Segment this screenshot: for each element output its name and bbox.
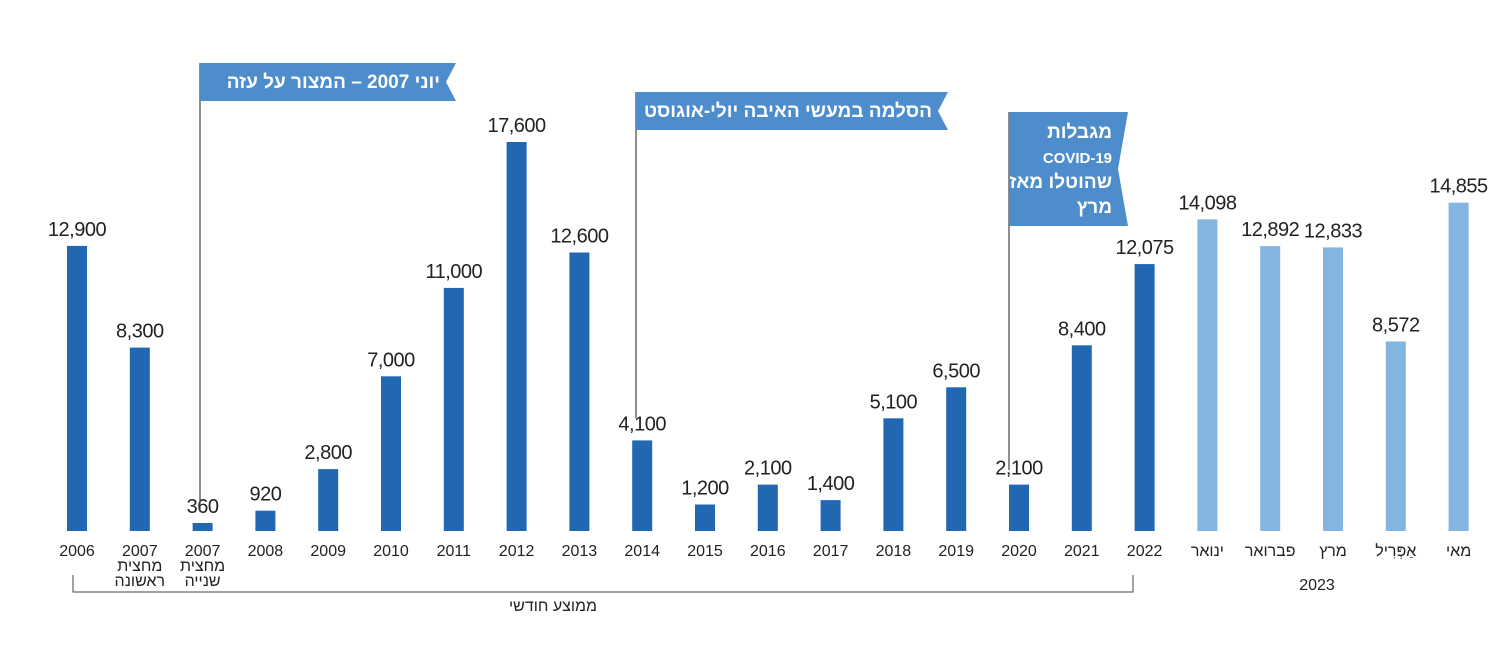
value-label-19: 12,892 xyxy=(1241,219,1300,241)
x-tick-label-13-0: 2018 xyxy=(876,543,912,560)
value-label-6: 11,000 xyxy=(425,261,482,283)
x-tick-label-16-0: 2021 xyxy=(1064,543,1100,560)
value-label-1: 8,300 xyxy=(116,321,164,343)
bar-21 xyxy=(1385,341,1406,531)
x-tick-label-17-0: 2022 xyxy=(1127,543,1163,560)
x-tick-label-14-0: 2019 xyxy=(938,543,974,560)
bar-19 xyxy=(1260,246,1281,531)
bar-16 xyxy=(1071,345,1092,531)
bar-5 xyxy=(381,376,401,531)
bar-12 xyxy=(820,500,841,531)
bar-18 xyxy=(1197,219,1218,531)
bar-13 xyxy=(883,418,904,531)
x-tick-label-0-0: 2006 xyxy=(59,543,95,560)
x-tick-label-18-0: ינואר xyxy=(1191,543,1224,560)
value-label-12: 1,400 xyxy=(807,473,855,495)
value-label-16: 8,400 xyxy=(1058,318,1106,340)
value-label-3: 920 xyxy=(249,484,281,506)
bar-1 xyxy=(129,347,150,531)
bar-2 xyxy=(192,523,213,531)
bar-20 xyxy=(1323,247,1343,531)
annotation-text-2-3: מרץ xyxy=(1077,197,1112,218)
annotation-text-2-1: COVID-19 xyxy=(1043,150,1112,167)
x-tick-label-6-0: 2011 xyxy=(437,543,472,560)
x-tick-label-15-0: 2020 xyxy=(1001,543,1037,560)
value-label-2: 360 xyxy=(187,496,219,518)
bar-10 xyxy=(695,504,715,531)
bracket-label: ממוצע חודשי xyxy=(509,598,597,615)
bars-layer xyxy=(67,142,1469,531)
value-label-14: 6,500 xyxy=(932,360,980,382)
annotation-text-2-2: שהוטלו מאז xyxy=(1009,172,1112,193)
x-tick-label-1-2: ראשונה xyxy=(115,573,165,590)
x-tick-label-21-0: אַפְּרִיל xyxy=(1375,542,1416,560)
value-label-11: 2,100 xyxy=(744,458,792,480)
x-tick-label-2-0: 2007 xyxy=(185,543,221,560)
bar-4 xyxy=(318,469,339,531)
x-tick-label-20-0: מרץ xyxy=(1319,543,1347,560)
bar-11 xyxy=(757,484,778,531)
value-label-8: 12,600 xyxy=(550,226,609,248)
annotation-text-1-0: הסלמה במעשי האיבה יולי-אוגוסט xyxy=(644,101,932,122)
value-label-17: 12,075 xyxy=(1116,237,1175,259)
value-label-21: 8,572 xyxy=(1372,315,1420,337)
x-tick-label-8-0: 2013 xyxy=(562,543,598,560)
annotation-text-0-0: יוני 2007 – המצור על עזה xyxy=(227,72,440,93)
average-bracket-line xyxy=(72,575,1134,593)
x-tick-label-5-0: 2010 xyxy=(373,543,409,560)
x-tick-label-1-1: מחצית xyxy=(117,558,162,575)
value-label-22: 14,855 xyxy=(1430,176,1489,198)
labels-layer: 12,90020068,3002007מחציתראשונה3602007מחצ… xyxy=(48,115,1489,590)
bar-7 xyxy=(506,142,527,531)
value-label-13: 5,100 xyxy=(870,391,918,413)
value-label-5: 7,000 xyxy=(367,349,415,371)
bar-6 xyxy=(443,287,464,531)
value-label-10: 1,200 xyxy=(681,478,729,500)
annotation-flag-2 xyxy=(1009,112,1128,226)
value-label-18: 14,098 xyxy=(1178,192,1237,214)
x-tick-label-2-2: שנייה xyxy=(185,573,221,590)
x-tick-label-9-0: 2014 xyxy=(624,543,660,560)
bar-3 xyxy=(255,510,276,531)
x-tick-label-10-0: 2015 xyxy=(687,543,723,560)
x-tick-label-7-0: 2012 xyxy=(499,543,535,560)
bar-17 xyxy=(1134,264,1155,531)
value-label-4: 2,800 xyxy=(304,442,352,464)
annotation-flag-1 xyxy=(636,92,948,130)
x-tick-label-3-0: 2008 xyxy=(248,543,284,560)
x-tick-label-12-0: 2017 xyxy=(813,543,849,560)
annotation-flag-0 xyxy=(200,63,456,101)
bar-22 xyxy=(1448,202,1469,531)
bar-9 xyxy=(632,440,653,531)
value-label-20: 12,833 xyxy=(1304,220,1363,242)
x-tick-label-11-0: 2016 xyxy=(750,543,786,560)
x-tick-label-22-0: מאי xyxy=(1446,543,1471,560)
x-tick-label-19-0: פברואר xyxy=(1245,543,1296,560)
annotations-layer: יוני 2007 – המצור על עזה הסלמה במעשי האיב… xyxy=(199,63,1128,512)
x-tick-label-4-0: 2009 xyxy=(310,543,346,560)
bar-14 xyxy=(946,387,967,531)
value-label-0: 12,900 xyxy=(48,219,107,241)
x-tick-label-2-1: מחצית xyxy=(180,558,225,575)
value-label-7: 17,600 xyxy=(488,115,547,137)
bar-8 xyxy=(569,252,590,531)
annotation-text-2-0: מגבלות xyxy=(1047,122,1112,143)
value-label-9: 4,100 xyxy=(618,413,666,435)
bar-15 xyxy=(1009,484,1029,531)
value-label-15: 2,100 xyxy=(995,458,1043,480)
group-label-2023: 2023 xyxy=(1299,577,1335,594)
bracket-layer: ממוצע חודשי 2023 xyxy=(72,575,1335,615)
bar-0 xyxy=(67,245,87,531)
x-tick-label-1-0: 2007 xyxy=(122,543,158,560)
